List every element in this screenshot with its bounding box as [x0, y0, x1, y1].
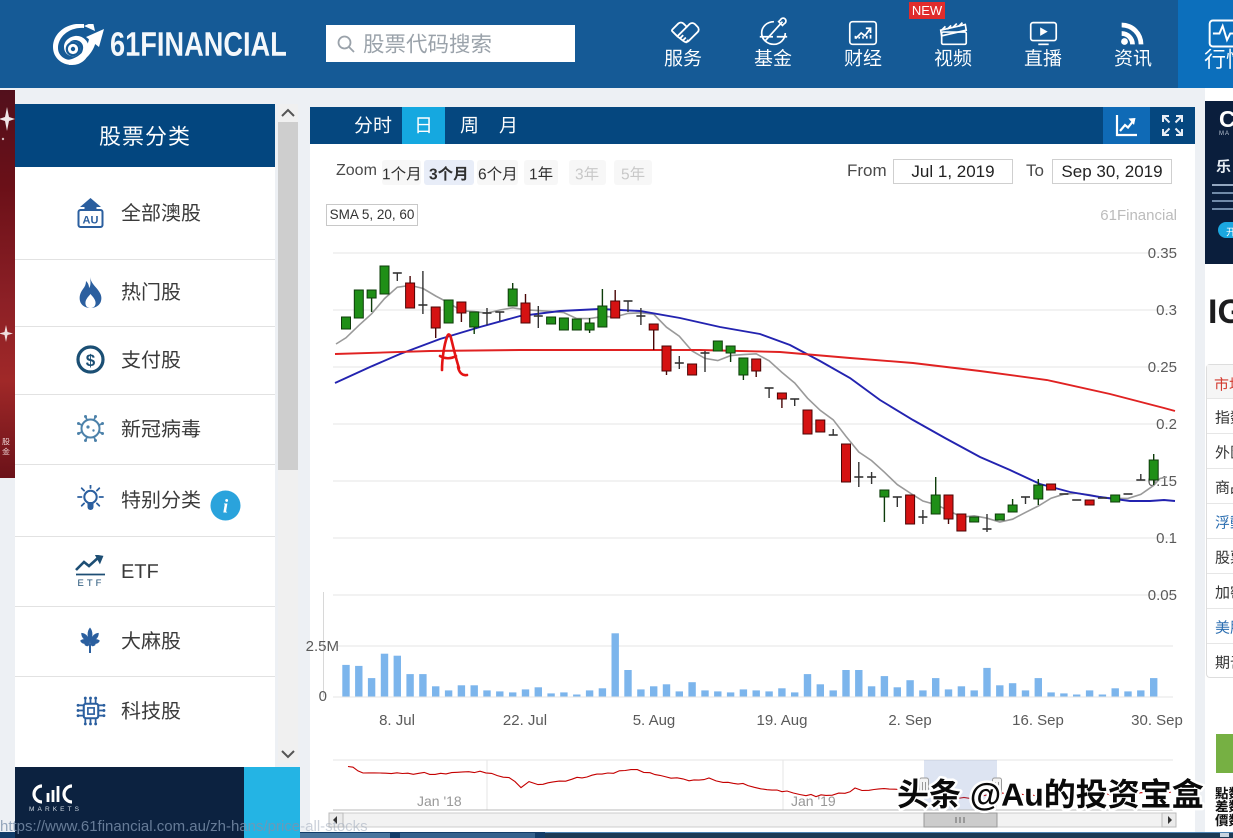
svg-text:0.3: 0.3 [1156, 302, 1177, 319]
svg-text:8. Jul: 8. Jul [379, 712, 415, 729]
svg-text:0.35: 0.35 [1148, 245, 1177, 262]
svg-text:30. Sep: 30. Sep [1131, 712, 1183, 729]
svg-text:0.25: 0.25 [1148, 359, 1177, 376]
svg-text:AU: AU [83, 215, 99, 227]
svg-text:0.2: 0.2 [1156, 416, 1177, 433]
svg-text:5. Aug: 5. Aug [633, 712, 676, 729]
svg-text:0.05: 0.05 [1148, 587, 1177, 604]
svg-text:2.5M: 2.5M [306, 638, 339, 655]
svg-text:i: i [223, 497, 229, 518]
svg-text:0.1: 0.1 [1156, 530, 1177, 547]
svg-text:16. Sep: 16. Sep [1012, 712, 1064, 729]
svg-text:0: 0 [319, 688, 327, 705]
svg-text:ETF: ETF [78, 578, 105, 587]
svg-text:Jan '18: Jan '18 [417, 793, 462, 809]
svg-text:19. Aug: 19. Aug [757, 712, 808, 729]
svg-text:2. Sep: 2. Sep [888, 712, 931, 729]
svg-text:22. Jul: 22. Jul [503, 712, 547, 729]
svg-text:$: $ [86, 351, 96, 370]
svg-text:Jan '19: Jan '19 [791, 793, 836, 809]
